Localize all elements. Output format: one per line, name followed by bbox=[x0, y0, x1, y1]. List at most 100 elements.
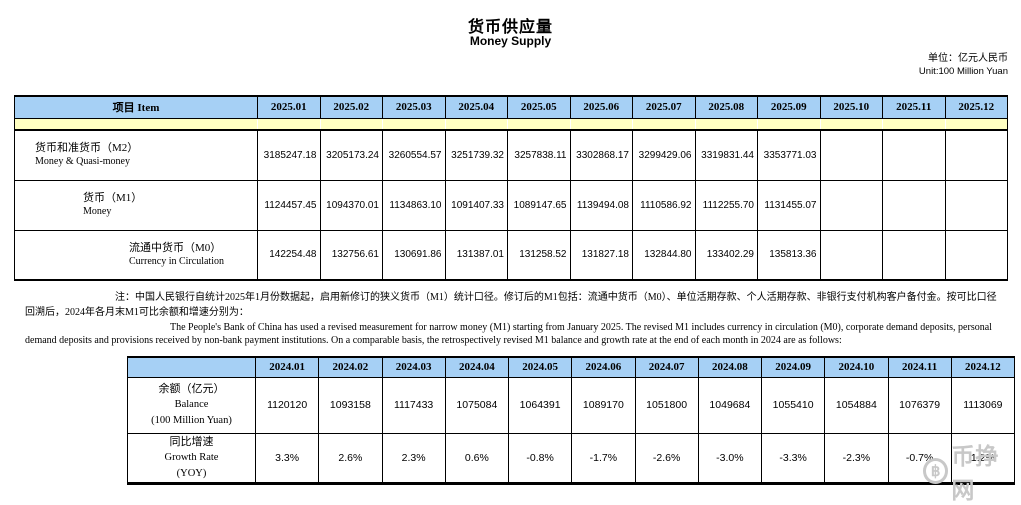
band-cell bbox=[382, 117, 446, 131]
balance-value: 1076379 bbox=[887, 376, 952, 434]
growth-value: -3.3% bbox=[760, 432, 826, 485]
month-header: 2025.01 bbox=[257, 95, 321, 119]
growth-value: 2.6% bbox=[318, 432, 383, 485]
revised-m1-2024-table: 2024.01 2024.02 2024.03 2024.04 2024.05 … bbox=[127, 356, 1016, 485]
growth-value: 1.2% bbox=[950, 432, 1016, 485]
balance-value: 1064391 bbox=[507, 376, 573, 434]
m0-value: 132756.61 bbox=[319, 229, 383, 281]
balance-label-en2: (100 Million Yuan) bbox=[151, 415, 232, 426]
table2-header-row: 2024.01 2024.02 2024.03 2024.04 2024.05 … bbox=[127, 356, 1016, 378]
month-header: 2025.08 bbox=[694, 95, 758, 119]
band-cell bbox=[257, 117, 321, 131]
m1-value: 1094370.01 bbox=[319, 179, 383, 231]
row-m2-label-zh: 货币和准货币（M2） bbox=[35, 142, 139, 155]
growth-value: -1.7% bbox=[571, 432, 636, 485]
row-growth-label: 同比增速 Growth Rate (YOY) bbox=[127, 432, 256, 485]
unit-label: 单位：亿元人民币 Unit:100 Million Yuan bbox=[919, 52, 1008, 78]
month-header: 2025.06 bbox=[569, 95, 633, 119]
m2-value: 3299429.06 bbox=[632, 129, 696, 181]
growth-value: 3.3% bbox=[254, 432, 320, 485]
m1-value bbox=[944, 179, 1008, 231]
m0-value bbox=[882, 229, 946, 281]
month-header: 2024.07 bbox=[634, 356, 699, 378]
month-header: 2024.01 bbox=[254, 356, 320, 378]
row-m2-label: 货币和准货币（M2） Money & Quasi-money bbox=[14, 129, 258, 181]
balance-value: 1117433 bbox=[381, 376, 446, 434]
band-cell bbox=[882, 117, 946, 131]
growth-value: -0.8% bbox=[507, 432, 573, 485]
m1-value: 1124457.45 bbox=[257, 179, 321, 231]
row-m2: 货币和准货币（M2） Money & Quasi-money 3185247.1… bbox=[14, 129, 1008, 181]
m1-value: 1112255.70 bbox=[694, 179, 758, 231]
growth-value: -2.3% bbox=[824, 432, 889, 485]
band-cell bbox=[569, 117, 633, 131]
m2-value bbox=[819, 129, 883, 181]
band-cell bbox=[944, 117, 1008, 131]
unit-label-en: Unit:100 Million Yuan bbox=[918, 66, 1008, 77]
balance-label-en1: Balance bbox=[174, 399, 209, 410]
m2-value: 3353771.03 bbox=[757, 129, 821, 181]
row-m2-label-en: Money & Quasi-money bbox=[35, 156, 130, 168]
balance-value: 1051800 bbox=[634, 376, 699, 434]
row-m1: 货币（M1） Money 1124457.45 1094370.01 11348… bbox=[14, 179, 1008, 231]
band-cell bbox=[319, 117, 383, 131]
note-chinese: 注：中国人民银行自统计2025年1月份数据起，启用新修订的狭义货币（M1）统计口… bbox=[25, 292, 997, 318]
row-growth-rate: 同比增速 Growth Rate (YOY) 3.3% 2.6% 2.3% 0.… bbox=[127, 432, 1016, 485]
band-cell bbox=[632, 117, 696, 131]
row-balance: 余额（亿元） Balance (100 Million Yuan) 112012… bbox=[127, 376, 1016, 434]
month-header: 2024.12 bbox=[950, 356, 1016, 378]
balance-value: 1113069 bbox=[950, 376, 1016, 434]
growth-value: -3.0% bbox=[697, 432, 763, 485]
m1-value: 1134863.10 bbox=[382, 179, 446, 231]
m1-value: 1139494.08 bbox=[569, 179, 633, 231]
month-header: 2025.07 bbox=[632, 95, 696, 119]
month-header: 2025.09 bbox=[757, 95, 821, 119]
row-m0: 流通中货币（M0） Currency in Circulation 142254… bbox=[14, 229, 1008, 281]
month-header: 2024.11 bbox=[887, 356, 952, 378]
month-header: 2025.05 bbox=[507, 95, 571, 119]
balance-value: 1054884 bbox=[824, 376, 889, 434]
row-m1-label-zh: 货币（M1） bbox=[83, 192, 143, 204]
m0-value: 132844.80 bbox=[632, 229, 696, 281]
m0-value: 131258.52 bbox=[507, 229, 571, 281]
m2-value: 3302868.17 bbox=[569, 129, 633, 181]
band-cell bbox=[14, 117, 258, 131]
row-m0-label: 流通中货币（M0） Currency in Circulation bbox=[14, 229, 258, 281]
page-subtitle: Money Supply bbox=[469, 34, 552, 48]
table1-header-item: 项目 Item bbox=[14, 95, 258, 119]
row-m1-label: 货币（M1） Money bbox=[14, 179, 258, 231]
unit-label-zh: 单位：亿元人民币 bbox=[928, 53, 1008, 64]
band-cell bbox=[757, 117, 821, 131]
growth-value: 2.3% bbox=[381, 432, 446, 485]
m1-value: 1089147.65 bbox=[507, 179, 571, 231]
m0-value: 131387.01 bbox=[444, 229, 508, 281]
m2-value: 3257838.11 bbox=[507, 129, 571, 181]
balance-label-zh: 余额（亿元） bbox=[158, 383, 225, 395]
growth-label-en2: (YOY) bbox=[176, 467, 207, 479]
money-supply-table: 项目 Item 2025.01 2025.02 2025.03 2025.04 … bbox=[14, 95, 1008, 281]
m0-value bbox=[819, 229, 883, 281]
balance-value: 1093158 bbox=[318, 376, 383, 434]
m0-value bbox=[944, 229, 1008, 281]
m0-value: 130691.86 bbox=[382, 229, 446, 281]
m0-value: 142254.48 bbox=[257, 229, 321, 281]
month-header: 2025.12 bbox=[944, 95, 1008, 119]
m1-value bbox=[819, 179, 883, 231]
month-header: 2024.03 bbox=[381, 356, 446, 378]
m0-value: 131827.18 bbox=[569, 229, 633, 281]
month-header: 2024.02 bbox=[318, 356, 383, 378]
m2-value: 3260554.57 bbox=[382, 129, 446, 181]
growth-value: 0.6% bbox=[444, 432, 510, 485]
note-english: The People's Bank of China has used a re… bbox=[25, 322, 992, 346]
month-header: 2025.04 bbox=[444, 95, 508, 119]
month-header: 2024.08 bbox=[697, 356, 763, 378]
band-cell bbox=[507, 117, 571, 131]
table1-header-row: 项目 Item 2025.01 2025.02 2025.03 2025.04 … bbox=[14, 95, 1008, 119]
band-cell bbox=[444, 117, 508, 131]
m0-value: 135813.36 bbox=[757, 229, 821, 281]
m2-value: 3319831.44 bbox=[694, 129, 758, 181]
m1-value: 1091407.33 bbox=[444, 179, 508, 231]
balance-value: 1049684 bbox=[697, 376, 763, 434]
row-m1-label-en: Money bbox=[83, 206, 112, 217]
page-title: 货币供应量 bbox=[467, 19, 553, 36]
